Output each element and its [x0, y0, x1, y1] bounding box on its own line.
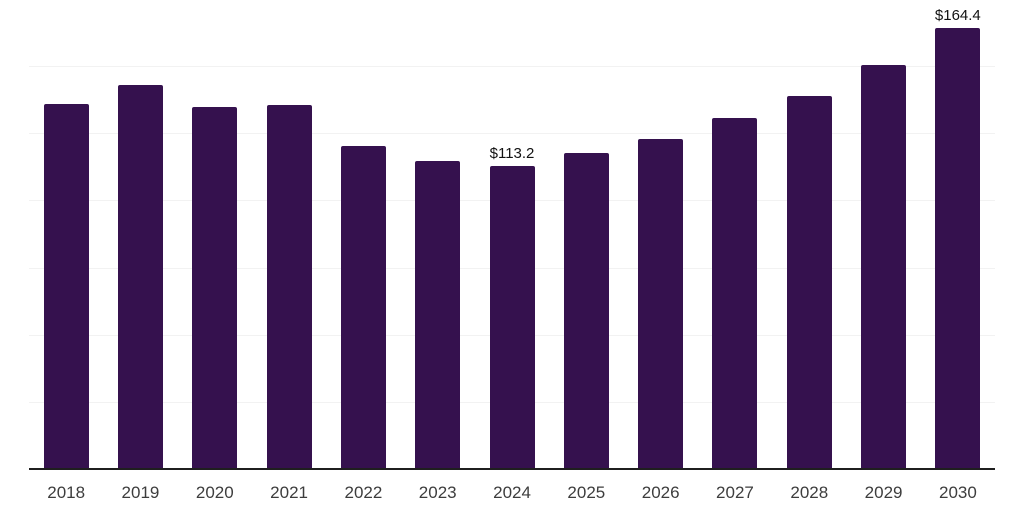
bar-slot [401, 0, 475, 468]
data-label-2024: $113.2 [489, 145, 535, 162]
bar-2022[interactable] [340, 146, 386, 468]
bar-slot [252, 0, 326, 468]
bar-slot [178, 0, 252, 468]
x-tick-label: 2023 [418, 483, 457, 502]
bar-2023[interactable] [415, 161, 461, 468]
x-tick-label: 2020 [195, 483, 234, 502]
bar-slot [326, 0, 400, 468]
gridline [29, 133, 995, 135]
x-tick-label: 2029 [864, 483, 903, 502]
x-tick-label: 2025 [567, 483, 606, 502]
bar-slot [772, 0, 846, 468]
bar-slot [921, 0, 995, 468]
x-tick-label: 2019 [121, 483, 160, 502]
x-tick-label: 2028 [790, 483, 829, 502]
bar-2028[interactable] [786, 96, 832, 468]
bar-slot [698, 0, 772, 468]
bar-slot [29, 0, 103, 468]
gridline [29, 66, 995, 68]
bars-container [29, 0, 995, 468]
plot-area: $113.2 $164.4 [29, 0, 995, 470]
x-tick-label: 2027 [716, 483, 754, 502]
x-tick-label: 2030 [938, 483, 977, 502]
bar-2018[interactable] [43, 104, 89, 468]
x-tick-label: 2021 [270, 483, 308, 502]
bar-2029[interactable] [861, 65, 907, 468]
bar-2019[interactable] [117, 85, 163, 468]
x-tick-label: 2024 [493, 483, 531, 502]
bar-2025[interactable] [563, 153, 609, 468]
bar-2027[interactable] [712, 118, 758, 468]
bar-slot [103, 0, 177, 468]
bar-slot [549, 0, 623, 468]
x-tick-label: 2022 [344, 483, 383, 502]
data-label-2030: $164.4 [934, 7, 981, 24]
bar-2021[interactable] [266, 105, 312, 468]
bar-2024[interactable] [489, 166, 535, 468]
bar-slot [475, 0, 549, 468]
bar-2030[interactable] [935, 28, 981, 468]
bar-2020[interactable] [192, 107, 238, 468]
bar-2026[interactable] [638, 139, 684, 468]
x-axis-labels: 2018 2019 2020 2021 2022 2023 2024 2025 2026 2027… [29, 470, 995, 503]
x-tick-label: 2026 [641, 483, 680, 502]
bar-slot [624, 0, 698, 468]
x-tick-label: 2018 [47, 483, 86, 502]
bar-slot [846, 0, 920, 468]
